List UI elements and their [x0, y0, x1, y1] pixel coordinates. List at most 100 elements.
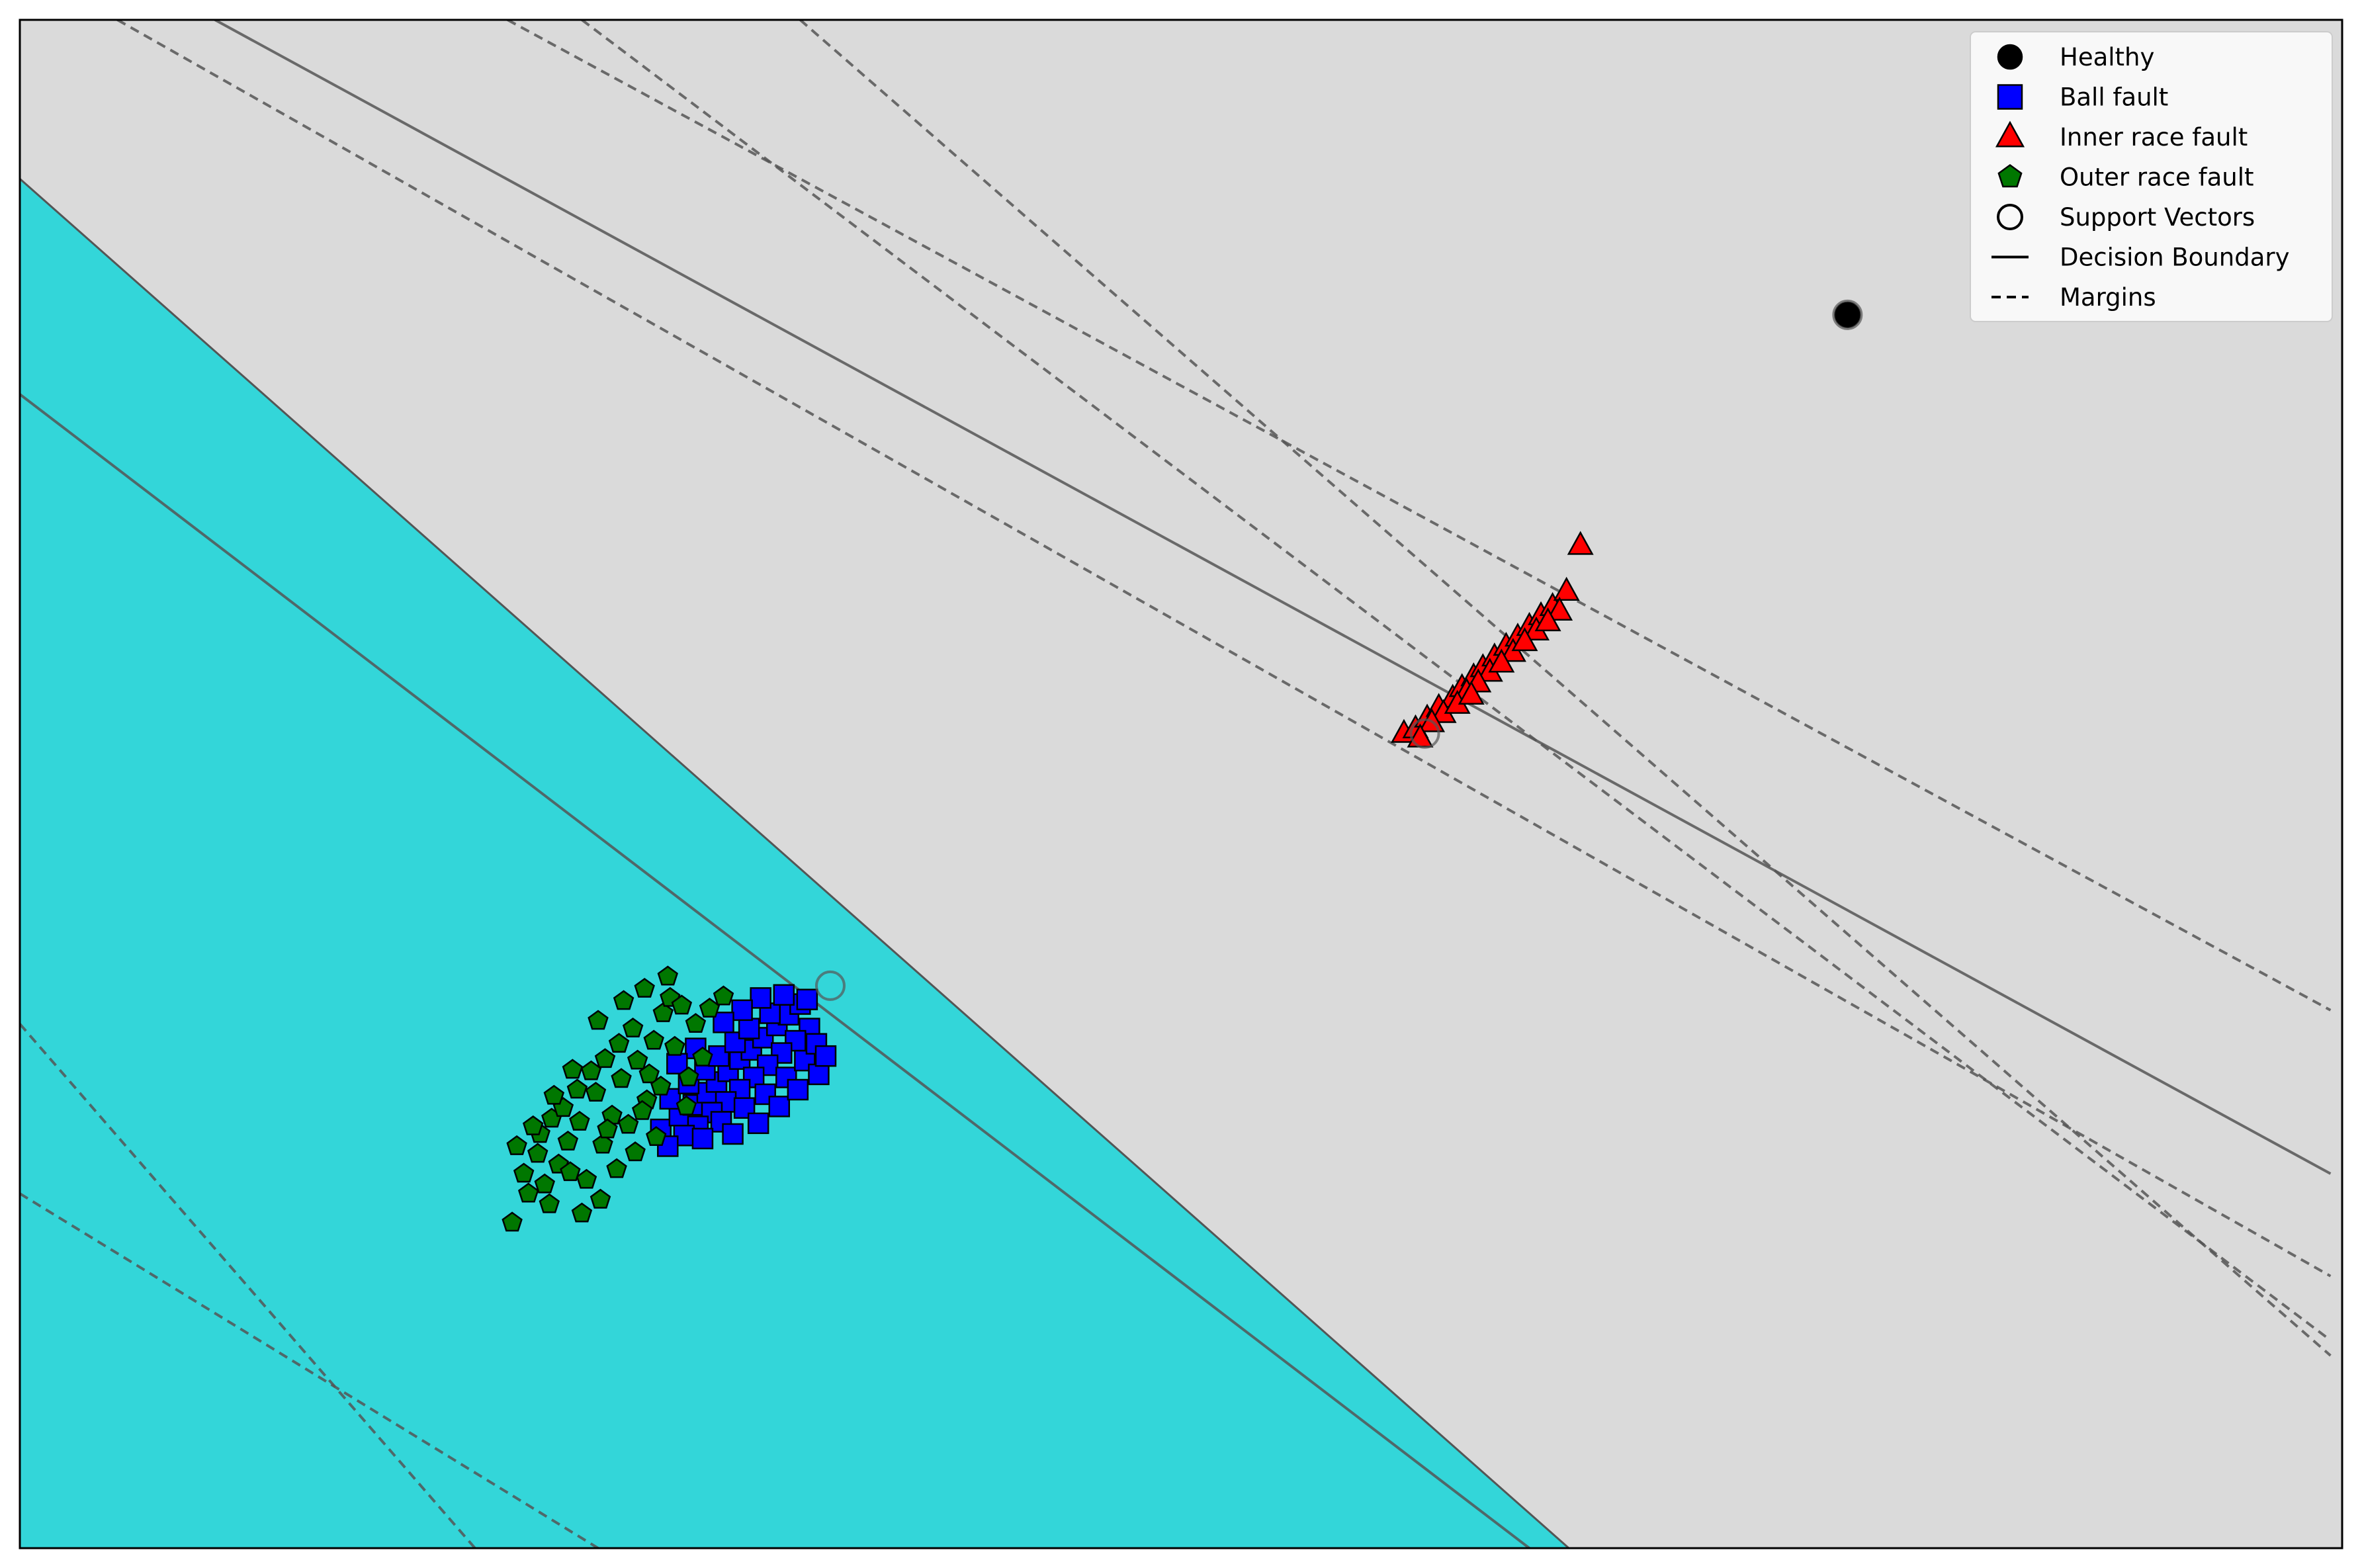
- outer-race-fault-point-28: [594, 1048, 616, 1068]
- outer-race-fault-point-19: [685, 1013, 707, 1033]
- healthy-point-0: [1834, 301, 1861, 329]
- outer-race-fault-point-45: [634, 977, 655, 998]
- legend-label-margins: Margins: [2060, 283, 2156, 312]
- outer-race-fault-point-53: [631, 1100, 653, 1120]
- decision-boundary-line-0: [214, 20, 2332, 1175]
- ball-fault-point-46: [731, 999, 753, 1022]
- class-region: [20, 177, 1571, 1548]
- ball-fault-point-37: [722, 1123, 744, 1145]
- ball-fault-point-36: [691, 1127, 714, 1150]
- outer-race-fault-point-48: [676, 1095, 697, 1115]
- legend-label-inner-race-fault: Inner race fault: [2060, 123, 2248, 152]
- legend-marker-healthy: [1997, 44, 2023, 70]
- outer-race-fault-point-15: [643, 1029, 664, 1050]
- legend-label-decision-boundary: Decision Boundary: [2060, 243, 2289, 272]
- inner-race-fault-point-21: [1546, 596, 1573, 621]
- outer-race-fault-point-22: [513, 1162, 535, 1183]
- inner-race-fault-point-29: [1458, 680, 1485, 705]
- inner-race-fault-point-27: [1534, 607, 1561, 632]
- outer-race-fault-point-44: [657, 965, 679, 986]
- ball-fault-point-42: [814, 1045, 837, 1067]
- margin-line-2: [116, 20, 2332, 1278]
- plot-area: [20, 20, 2342, 1548]
- outer-race-fault-point-41: [562, 1059, 584, 1079]
- outer-race-fault-point-33: [664, 1035, 685, 1056]
- outer-race-fault-point-21: [713, 985, 734, 1006]
- ball-fault-point-47: [713, 1012, 734, 1033]
- outer-race-fault-point-26: [566, 1078, 588, 1099]
- legend-label-support-vectors: Support Vectors: [2060, 203, 2255, 232]
- margin-line-6: [20, 1023, 476, 1548]
- support-vector-point-2: [1409, 718, 1440, 749]
- ball-fault-point-33: [738, 1018, 760, 1039]
- legend-marker-inner-race-fault: [1995, 120, 2025, 148]
- ball-fault-point-44: [773, 984, 795, 1006]
- outer-race-fault-point-37: [590, 1188, 611, 1209]
- outer-race-fault-point-50: [534, 1173, 555, 1194]
- inner-race-fault-point-15: [1567, 531, 1594, 555]
- legend-label-outer-race-fault: Outer race fault: [2060, 163, 2254, 192]
- outer-race-fault-point-31: [638, 1063, 660, 1084]
- series-healthy: [1834, 301, 1861, 329]
- outer-race-fault-point-39: [625, 1141, 646, 1162]
- decision-boundary-line-1: [20, 393, 1530, 1548]
- margin-line-7: [20, 1192, 599, 1548]
- outer-race-fault-point-23: [527, 1143, 548, 1163]
- outer-race-fault-point-5: [557, 1130, 579, 1151]
- outer-race-fault-point-0: [506, 1135, 527, 1155]
- margin-line-3: [507, 20, 2332, 1012]
- outer-race-fault-point-7: [576, 1168, 597, 1189]
- outer-race-fault-point-9: [592, 1133, 613, 1154]
- outer-race-fault-point-18: [671, 994, 693, 1015]
- outer-race-fault-point-16: [652, 1002, 674, 1022]
- series-support-vectors: [814, 299, 1863, 1001]
- legend-label-healthy: Healthy: [2060, 43, 2154, 71]
- ball-fault-point-45: [750, 987, 771, 1009]
- ball-fault-point-41: [808, 1063, 830, 1086]
- outer-race-fault-point-29: [608, 1033, 630, 1053]
- legend-marker-ball-fault: [1997, 84, 2023, 110]
- ball-fault-point-40: [787, 1078, 809, 1101]
- outer-race-fault-point-40: [543, 1084, 565, 1105]
- outer-race-fault-point-34: [678, 1066, 699, 1086]
- outer-race-fault-point-32: [650, 1075, 672, 1096]
- outer-race-fault-point-43: [613, 990, 634, 1010]
- ball-fault-point-38: [747, 1112, 769, 1135]
- ball-fault-point-14: [771, 1042, 793, 1064]
- support-vector-point-1: [814, 970, 846, 1001]
- inner-race-fault-point-26: [1488, 648, 1515, 673]
- outer-race-fault-point-46: [522, 1115, 544, 1135]
- support-vector-point-0: [1832, 299, 1863, 330]
- ball-fault-point-43: [796, 988, 818, 1010]
- outer-race-fault-point-12: [617, 1113, 639, 1134]
- ball-fault-point-32: [724, 1031, 746, 1053]
- outer-race-fault-point-52: [597, 1118, 618, 1139]
- outer-race-fault-point-8: [585, 1082, 607, 1102]
- legend: Healthy Ball fault Inner race fault Outer r…: [1970, 31, 2333, 322]
- outer-race-fault-point-6: [569, 1110, 590, 1131]
- outer-race-fault-point-36: [571, 1202, 593, 1223]
- outer-race-fault-point-30: [622, 1018, 644, 1037]
- legend-label-ball-fault: Ball fault: [2060, 83, 2168, 112]
- series-outer-race-fault: [502, 965, 734, 1232]
- series-inner-race-fault: [1390, 531, 1594, 748]
- outer-race-fault-point-42: [588, 1010, 609, 1030]
- outer-race-fault-point-51: [560, 1161, 581, 1182]
- legend-box: [1970, 31, 2333, 322]
- outer-race-fault-point-35: [502, 1211, 523, 1232]
- ball-fault-point-39: [768, 1096, 791, 1117]
- outer-race-fault-point-11: [611, 1068, 632, 1088]
- inner-race-fault-point-14: [1553, 576, 1580, 601]
- outer-race-fault-point-1: [517, 1182, 539, 1203]
- legend-marker-support-vectors: [1997, 204, 2023, 230]
- inner-race-fault-point-24: [1511, 627, 1538, 652]
- legend-marker-outer-race-fault: [1997, 163, 2023, 188]
- outer-race-fault-point-24: [539, 1193, 560, 1213]
- outer-race-fault-point-47: [692, 1046, 713, 1067]
- outer-race-fault-point-13: [627, 1049, 648, 1070]
- margin-line-5: [799, 20, 2332, 1357]
- outer-race-fault-point-49: [646, 1126, 667, 1146]
- outer-race-fault-point-38: [606, 1158, 627, 1178]
- plot-frame: [19, 19, 2343, 1549]
